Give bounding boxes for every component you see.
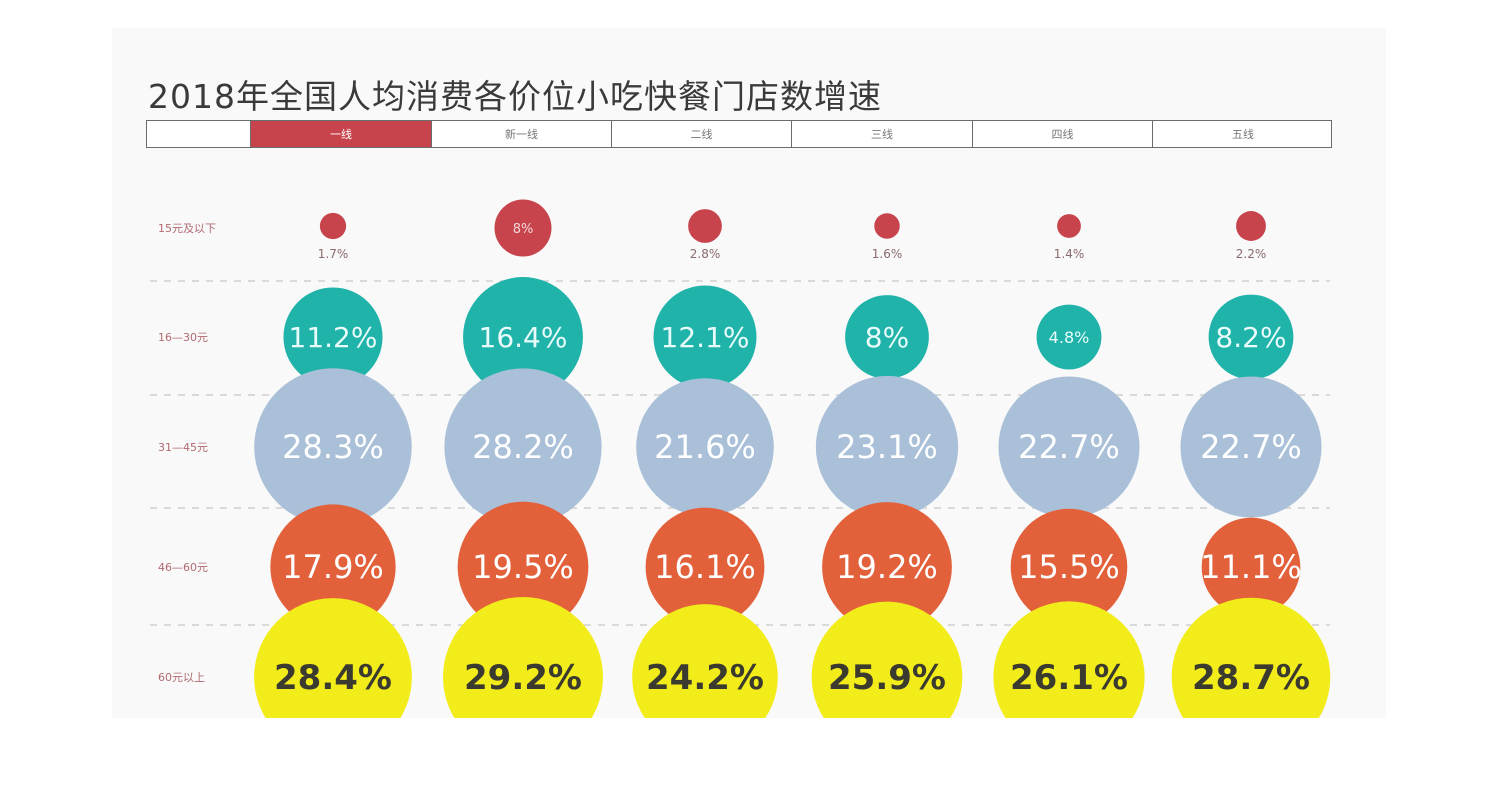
bubble-label-r5-c4: 25.9%: [828, 658, 946, 698]
bubble-label-r4-c6: 11.1%: [1200, 548, 1302, 586]
bubble-r2-c4: [845, 295, 929, 379]
tab-6[interactable]: 五线: [1232, 128, 1254, 141]
row-label-5: 60元以上: [158, 671, 205, 684]
bubble-label-r3-c3: 21.6%: [654, 428, 756, 466]
bubble-label-r3-c1: 28.3%: [282, 428, 384, 466]
bottom-mask: [0, 718, 1500, 787]
tab-5[interactable]: 四线: [973, 121, 1153, 147]
bubble-r4-c5: [1010, 508, 1128, 626]
bubble-label-r2-c5: 4.8%: [1049, 328, 1090, 347]
bubble-label-r2-c3: 12.1%: [661, 321, 750, 354]
bubble-r5-c5: [993, 601, 1145, 753]
bubble-r4-c4: [822, 502, 952, 632]
bubble-label-r5-c3: 24.2%: [646, 658, 764, 698]
tab-blank[interactable]: [147, 121, 251, 147]
bubble-r2-c1: [283, 287, 383, 387]
bubble-r3-c5: [998, 376, 1140, 518]
bubble-r5-c4: [811, 601, 963, 753]
tab-4[interactable]: 三线: [792, 121, 973, 147]
bubble-label-r4-c1: 17.9%: [282, 548, 384, 586]
bubble-label-r1-c3: 2.8%: [690, 247, 721, 261]
bubble-label-r1-c4: 1.6%: [872, 247, 903, 261]
bubble-label-r1-c5: 1.4%: [1054, 247, 1085, 261]
bubble-label-r4-c5: 15.5%: [1018, 548, 1120, 586]
chart-title: 2018年全国人均消费各价位小吃快餐门店数增速: [148, 77, 882, 116]
bubble-label-r4-c3: 16.1%: [654, 548, 756, 586]
bubble-r5-c3: [632, 604, 778, 750]
bubble-r5-c2: [443, 597, 603, 757]
bubble-r2-c6: [1208, 294, 1294, 380]
bubble-label-r1-c6: 2.2%: [1236, 247, 1267, 261]
bubble-r4-c3: [645, 507, 765, 627]
row-label-1: 15元及以下: [158, 222, 216, 235]
bubble-r2-c5: [1036, 304, 1102, 370]
bubble-r1-c4: [874, 213, 900, 239]
bubble-r5-c1: [254, 598, 412, 756]
bubble-label-r1-c2: 8%: [513, 222, 534, 237]
bubble-label-r1-c1: 1.7%: [318, 247, 349, 261]
bubble-label-r5-c6: 28.7%: [1192, 658, 1310, 698]
bubble-r1-c3: [688, 209, 722, 243]
bubble-label-r2-c6: 8.2%: [1215, 321, 1286, 354]
city-tier-tabs: 一线 新一线 二线 三线 四线 五线: [146, 120, 1332, 148]
bubble-r3-c3: [636, 378, 774, 516]
bubble-label-r3-c2: 28.2%: [472, 428, 574, 466]
bubble-label-r3-c6: 22.7%: [1200, 428, 1302, 466]
bubble-label-r5-c2: 29.2%: [464, 658, 582, 698]
bubble-r2-c3: [653, 285, 757, 389]
row-label-2: 16—30元: [158, 331, 208, 344]
bubble-label-r3-c4: 23.1%: [836, 428, 938, 466]
row-label-3: 31—45元: [158, 441, 208, 454]
tab-2[interactable]: 新一线: [432, 121, 612, 147]
bubble-r3-c1: [254, 368, 412, 526]
bubble-label-r2-c1: 11.2%: [289, 321, 378, 354]
bubble-label-r5-c1: 28.4%: [274, 658, 392, 698]
bubble-r1-c5: [1057, 214, 1081, 238]
tab-3[interactable]: 二线: [612, 121, 792, 147]
tab-1[interactable]: 一线: [251, 121, 432, 147]
row-label-4: 46—60元: [158, 561, 208, 574]
bubble-r1-c2: [494, 199, 552, 257]
bubble-r3-c2: [444, 368, 602, 526]
bubble-r5-c6: [1171, 597, 1331, 757]
bubble-label-r2-c4: 8%: [865, 321, 909, 354]
bubble-label-r3-c5: 22.7%: [1018, 428, 1120, 466]
bubble-label-r5-c5: 26.1%: [1010, 658, 1128, 698]
bubble-r4-c2: [457, 501, 589, 633]
bubble-r3-c4: [815, 375, 959, 519]
bubble-label-r4-c4: 19.2%: [836, 548, 938, 586]
bubble-r4-c1: [270, 504, 396, 630]
bubble-r3-c6: [1180, 376, 1322, 518]
bubble-r2-c2: [463, 277, 583, 397]
bubble-label-r4-c2: 19.5%: [472, 548, 574, 586]
bubble-r1-c1: [319, 212, 347, 240]
bubble-label-r2-c2: 16.4%: [479, 321, 568, 354]
bubble-r4-c6: [1201, 517, 1301, 617]
bubble-r1-c6: [1236, 211, 1266, 241]
